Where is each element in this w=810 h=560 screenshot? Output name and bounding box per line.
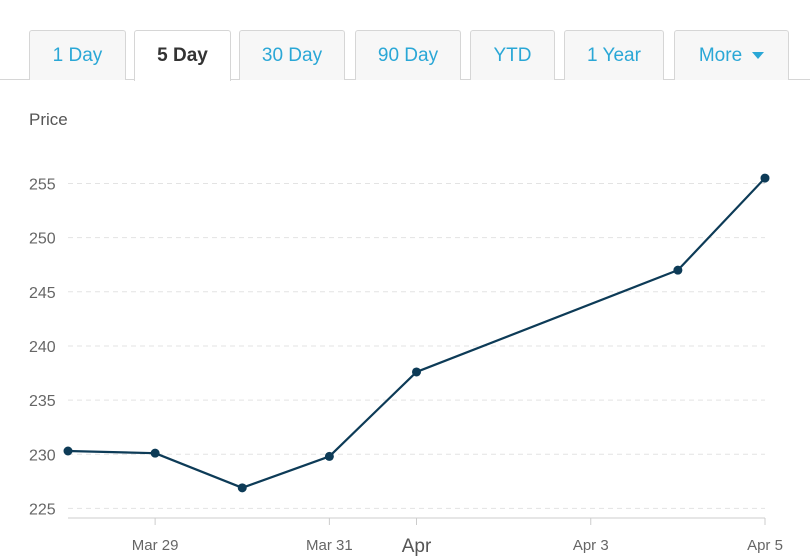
data-point (324, 451, 334, 461)
x-tick-label: Mar 29 (132, 537, 179, 554)
x-tick-label: Apr 5 (747, 537, 783, 554)
data-point (412, 367, 421, 377)
x-tick-label: Apr (402, 536, 432, 557)
data-point (63, 446, 73, 456)
range-tab-bar: 1 Day 5 Day 30 Day 90 Day YTD 1 Year Mor… (0, 0, 810, 81)
x-tick-label: Mar 31 (306, 537, 353, 554)
data-point (237, 483, 247, 493)
tab-1-day-label: 1 Day (52, 44, 103, 66)
x-tick-label: Apr 3 (573, 537, 609, 554)
caret-down-icon (752, 52, 765, 59)
y-axis-title: Price (29, 110, 68, 129)
tab-30-day[interactable]: 30 Day (239, 30, 345, 80)
y-tick-label: 250 (29, 231, 56, 248)
tab-5-day-label: 5 Day (157, 45, 208, 66)
tab-90-day-label: 90 Day (377, 44, 439, 66)
data-point (673, 265, 683, 275)
tab-30-day-label: 30 Day (261, 44, 323, 66)
y-tick-label: 240 (29, 339, 56, 356)
y-tick-label: 230 (29, 447, 56, 464)
tab-more-dropdown[interactable]: More (674, 30, 789, 80)
y-tick-label: 235 (29, 393, 56, 410)
data-point (150, 448, 160, 458)
tab-1-day[interactable]: 1 Day (29, 30, 126, 80)
tab-ytd-label: YTD (493, 44, 532, 66)
data-point (760, 173, 770, 183)
tab-5-day[interactable]: 5 Day (134, 30, 231, 81)
y-tick-label: 225 (29, 501, 56, 518)
y-tick-label: 255 (29, 177, 56, 194)
price-series-line (67, 177, 766, 489)
tab-1-year[interactable]: 1 Year (564, 30, 664, 80)
tab-90-day[interactable]: 90 Day (355, 30, 461, 80)
y-tick-label: 245 (29, 285, 56, 302)
tab-ytd[interactable]: YTD (470, 30, 555, 80)
tab-more-label: More (698, 44, 743, 66)
tab-1-year-label: 1 Year (587, 44, 641, 66)
